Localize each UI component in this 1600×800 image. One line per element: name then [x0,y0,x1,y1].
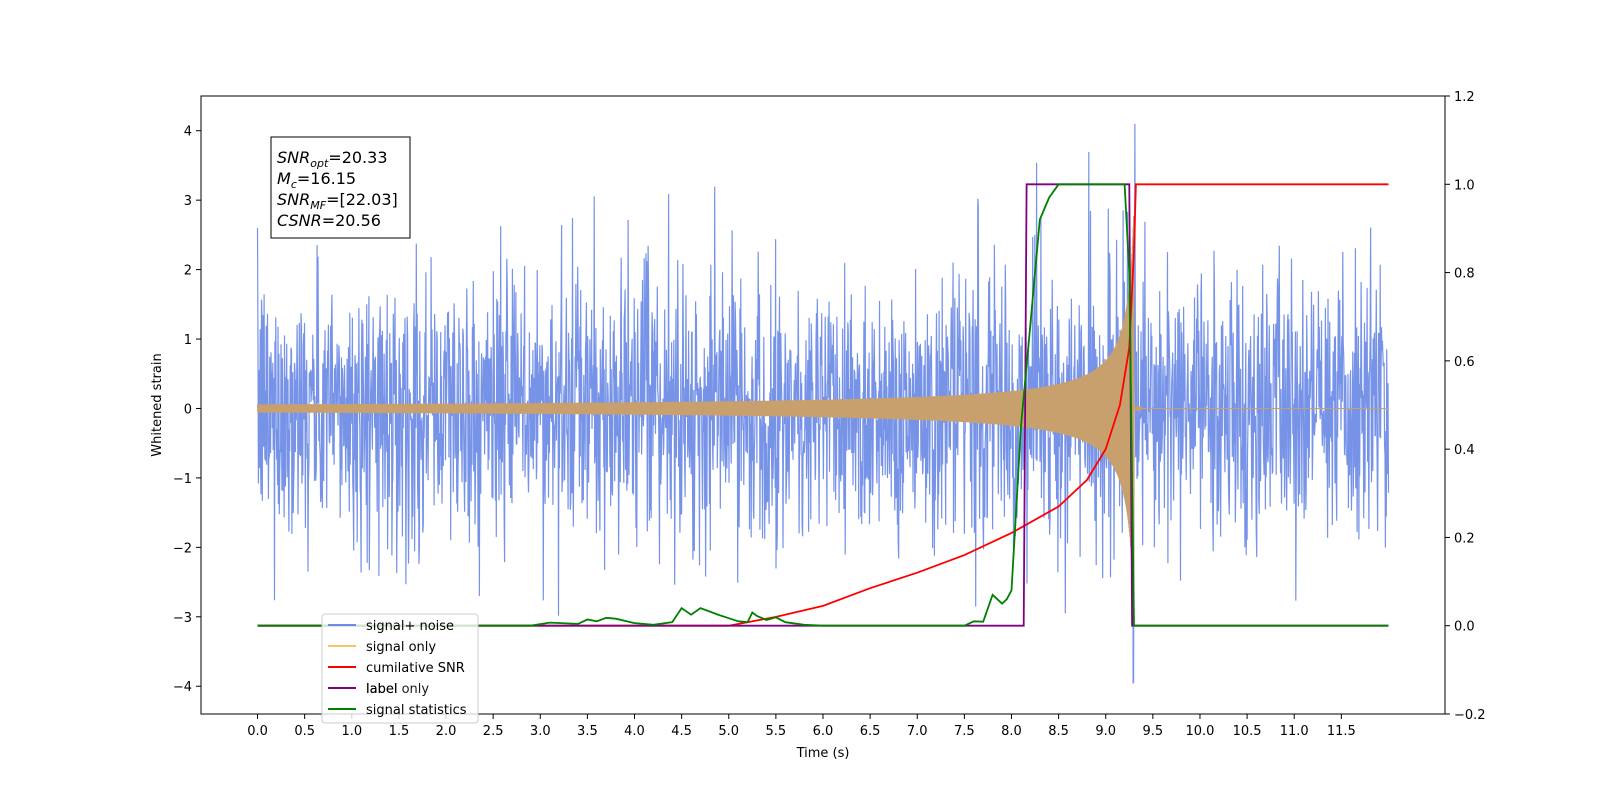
annotation-line: CSNR=20.56 [277,211,381,230]
y-left-tick-label: 3 [184,194,192,209]
x-tick-label: 6.5 [860,724,881,739]
x-tick-label: 5.5 [766,724,787,739]
legend-label: signal statistics [366,703,467,718]
x-tick-label: 11.5 [1327,724,1356,739]
legend-label: label [366,682,397,697]
series-cumilative-snr [257,183,1389,627]
y-left-tick-label: −2 [173,541,192,556]
y-left-tick-label: 2 [184,264,192,279]
x-tick-label: 4.0 [624,724,645,739]
y-right-tick-label: 1.0 [1454,178,1475,193]
x-tick-label: 3.0 [530,724,551,739]
x-tick-label: 9.5 [1143,724,1164,739]
x-tick-label: 1.5 [389,724,410,739]
y-axis-label: Whitened strain [150,353,165,456]
x-tick-label: 0.5 [294,724,315,739]
y-left-tick-label: 0 [184,402,192,417]
x-tick-label: 6.0 [813,724,834,739]
x-tick-label: 10.5 [1233,724,1262,739]
y-left-tick-label: 4 [184,125,192,140]
legend-item: signal+ noise [328,619,454,634]
y-right-tick-label: 0.2 [1454,531,1475,546]
y-right-tick-label: 0.0 [1454,620,1475,635]
y-right-tick-label: −0.2 [1454,708,1486,723]
annotation-line: Mc=16.15 [277,169,356,191]
x-tick-label: 4.5 [671,724,692,739]
legend: signal+ noise signal only cumilative SNR la… [321,613,479,724]
y-left-tick-label: −1 [173,472,192,487]
y-left-tick-label: 1 [184,333,192,348]
x-tick-label: 7.5 [954,724,975,739]
y-right-tick-label: 0.8 [1454,267,1475,282]
legend-label: cumilative SNR [366,661,465,676]
y-right-tick-label: 0.4 [1454,443,1475,458]
x-tick-label: 3.5 [577,724,598,739]
x-tick-label: 1.0 [341,724,362,739]
annotation-frame [270,136,411,239]
series-signal-noise [256,123,1390,684]
legend-item: cumilative SNR [328,661,465,676]
legend-label: signal+ noise [366,619,454,634]
x-tick-label: 11.0 [1280,724,1309,739]
x-tick-label: 2.5 [483,724,504,739]
annotation-line: SNRopt=20.33 [277,148,388,170]
x-tick-label: 8.0 [1001,724,1022,739]
legend-item: signal statistics [328,703,467,718]
y-right-tick-label: 0.6 [1454,355,1475,370]
y-left-tick-label: −3 [173,611,192,626]
legend-label: label only [366,682,429,697]
legend-frame [321,613,479,724]
x-tick-label: 0.0 [247,724,268,739]
x-tick-label: 9.0 [1095,724,1116,739]
legend-item: label [328,682,397,697]
annotation-box: SNRopt=20.33Mc=16.15SNRMF=[22.03]CSNR=20… [270,136,411,239]
y-left-tick-label: −4 [173,680,192,695]
series-signal-only [256,215,1389,608]
plot-layer [256,123,1390,684]
x-axis-label: Time (s) [796,746,850,761]
legend-item: signal only [328,640,436,655]
legend-label: signal only [366,640,436,655]
axes-layer: 0.0 0.5 1.0 1.5 2.0 2.5 3.0 3.5 4.0 4.5 5.0 5.5 6.0 6… [150,90,1486,761]
x-tick-label: 7.0 [907,724,928,739]
annotation-line: SNRMF=[22.03] [277,190,398,212]
y-right-tick-label: 1.2 [1454,90,1475,105]
x-tick-label: 10.0 [1185,724,1214,739]
series-signal-statistics [257,183,1389,627]
x-tick-label: 5.0 [718,724,739,739]
x-tick-label: 8.5 [1048,724,1069,739]
x-tick-label: 2.0 [436,724,457,739]
